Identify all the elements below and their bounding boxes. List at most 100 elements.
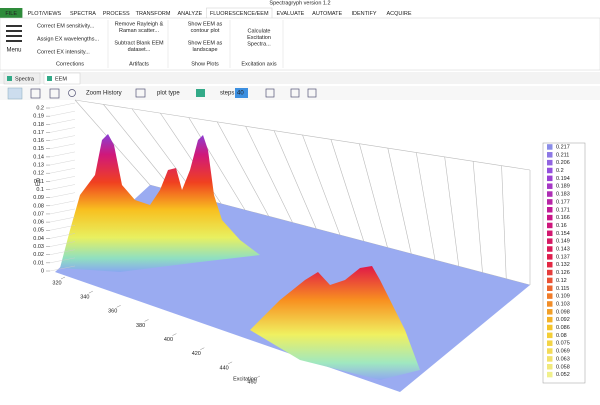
- surface-ridge: [60, 134, 260, 272]
- ribbon-tab[interactable]: EVALUATE: [276, 11, 304, 17]
- ribbon: [0, 17, 600, 71]
- ribbon-button[interactable]: Assign EX wavelengths...: [37, 36, 100, 42]
- x-axis-label: Excitation: [233, 376, 257, 382]
- legend-swatch: [547, 364, 553, 370]
- ribbon-button[interactable]: Remove Rayleigh &: [115, 21, 164, 27]
- ribbon-tab[interactable]: ACQUIRE: [386, 11, 411, 17]
- z-tick-label: 0.15: [33, 146, 44, 152]
- ribbon-button[interactable]: Spectra...: [247, 41, 271, 47]
- legend-label: 0.086: [556, 325, 570, 331]
- ribbon-button[interactable]: Correct EX intensity...: [37, 49, 90, 55]
- legend-label: 0.16: [556, 223, 567, 229]
- ribbon-tab[interactable]: SPECTRA: [70, 11, 96, 17]
- toolbar-button[interactable]: [196, 89, 205, 97]
- legend-label: 0.177: [556, 199, 570, 205]
- legend-label: 0.211: [556, 152, 569, 158]
- ribbon-button[interactable]: Subtract Blank EEM: [114, 40, 164, 46]
- ribbon-button[interactable]: Show EEM as: [188, 21, 223, 27]
- ribbon-tab[interactable]: FLUORESCENCE/EEM: [210, 11, 269, 17]
- menu-button[interactable]: Menu: [6, 25, 22, 54]
- toolbar-button[interactable]: [265, 88, 275, 98]
- document-tab[interactable]: [3, 72, 41, 85]
- wall-grid: [216, 121, 270, 217]
- z-grid: [49, 102, 76, 109]
- z-grid: [49, 200, 76, 206]
- document-tab-label[interactable]: Spectra: [15, 76, 35, 82]
- ribbon-tab[interactable]: AUTOMATE: [312, 11, 342, 17]
- legend-swatch: [547, 207, 553, 213]
- legend-swatch: [547, 269, 553, 276]
- ribbon-button[interactable]: contour plot: [191, 28, 220, 34]
- ribbon-tab[interactable]: TRANSFORM: [136, 11, 171, 17]
- z-grid: [49, 176, 76, 182]
- z-axis-label: Em: [35, 177, 41, 186]
- ribbon-tab[interactable]: IDENTIFY: [351, 11, 376, 17]
- z-tick-label: 0.06: [33, 220, 44, 226]
- z-grid: [49, 168, 76, 174]
- steps-value[interactable]: 40: [237, 91, 244, 97]
- legend-label: 0.217: [556, 144, 570, 150]
- ribbon-button[interactable]: Calculate: [248, 28, 271, 34]
- z-tick-label: 0.17: [33, 130, 44, 136]
- ribbon-tab[interactable]: FILE: [5, 11, 17, 17]
- toolbar-button[interactable]: [135, 88, 146, 98]
- document-tab-label[interactable]: EEM: [55, 76, 67, 82]
- toolbar-button[interactable]: [290, 88, 300, 98]
- z-tick-label: 0: [41, 268, 44, 274]
- ribbon-button[interactable]: landscape: [192, 47, 217, 53]
- group-label: Corrections: [56, 61, 84, 67]
- wall-grid: [103, 104, 174, 192]
- z-tick-label: 0.2: [36, 105, 44, 111]
- menu-label[interactable]: Menu: [6, 48, 21, 54]
- legend-swatch: [547, 332, 553, 339]
- document-tab-icon[interactable]: [7, 76, 12, 81]
- ribbon-button[interactable]: dataset...: [128, 47, 151, 53]
- x-tick-label: 380: [136, 323, 145, 329]
- ribbon-button[interactable]: Excitation: [247, 35, 271, 41]
- toolbar-button[interactable]: [307, 88, 317, 98]
- wall-grid: [359, 143, 388, 248]
- z-tick-label: 0.05: [33, 228, 44, 234]
- plot-toolbar: [0, 86, 600, 100]
- zoom-history[interactable]: Zoom History: [86, 91, 122, 97]
- document-tab[interactable]: [43, 72, 81, 85]
- legend-swatch: [547, 183, 553, 189]
- x-tick: [144, 319, 149, 322]
- ribbon-tab[interactable]: PLOT/VIEWS: [28, 11, 62, 17]
- legend-swatch: [547, 293, 553, 299]
- group-label: Excitation axis: [241, 61, 276, 67]
- toolbar-button[interactable]: [30, 88, 41, 99]
- legend-label: 0.058: [556, 364, 570, 370]
- legend-label: 0.052: [556, 372, 570, 378]
- steps-input[interactable]: [235, 88, 248, 98]
- legend-swatch: [547, 261, 553, 268]
- legend-label: 0.08: [556, 333, 567, 339]
- ribbon-button[interactable]: Correct EM sensitivity...: [37, 23, 95, 29]
- legend-swatch: [547, 277, 553, 284]
- legend-swatch: [547, 324, 553, 331]
- legend-label: 0.12: [556, 278, 567, 284]
- legend-swatch: [547, 167, 553, 174]
- z-grid: [49, 192, 76, 198]
- plot-type[interactable]: plot type: [157, 91, 180, 97]
- document-tab-icon[interactable]: [47, 76, 52, 81]
- plot-3d: 0.2 0.19 0.18 0.17 0.16 0.15 0.14 0.13 0.12 0.11 0…: [33, 99, 531, 392]
- toolbar-button[interactable]: [7, 87, 23, 100]
- ribbon-tab[interactable]: PROCESS: [103, 11, 130, 17]
- ribbon-tab[interactable]: ANALYZE: [177, 11, 202, 17]
- toolbar-button[interactable]: [49, 88, 60, 99]
- z-tick-label: 0.14: [33, 154, 44, 160]
- group-label: Artifacts: [129, 61, 149, 67]
- wall-grid: [74, 99, 531, 171]
- ribbon-button[interactable]: Show EEM as: [188, 40, 223, 46]
- z-grid: [49, 257, 76, 264]
- toolbar-button[interactable]: [68, 89, 76, 97]
- legend-swatch: [547, 316, 553, 323]
- legend-label: 0.126: [556, 270, 570, 276]
- legend-label: 0.183: [556, 192, 570, 198]
- file-tab[interactable]: [0, 8, 23, 18]
- legend-label: 0.137: [556, 254, 570, 260]
- x-tick: [60, 276, 66, 280]
- ribbon-button[interactable]: Raman scatter...: [119, 28, 160, 34]
- x-tick-label: 400: [164, 337, 173, 343]
